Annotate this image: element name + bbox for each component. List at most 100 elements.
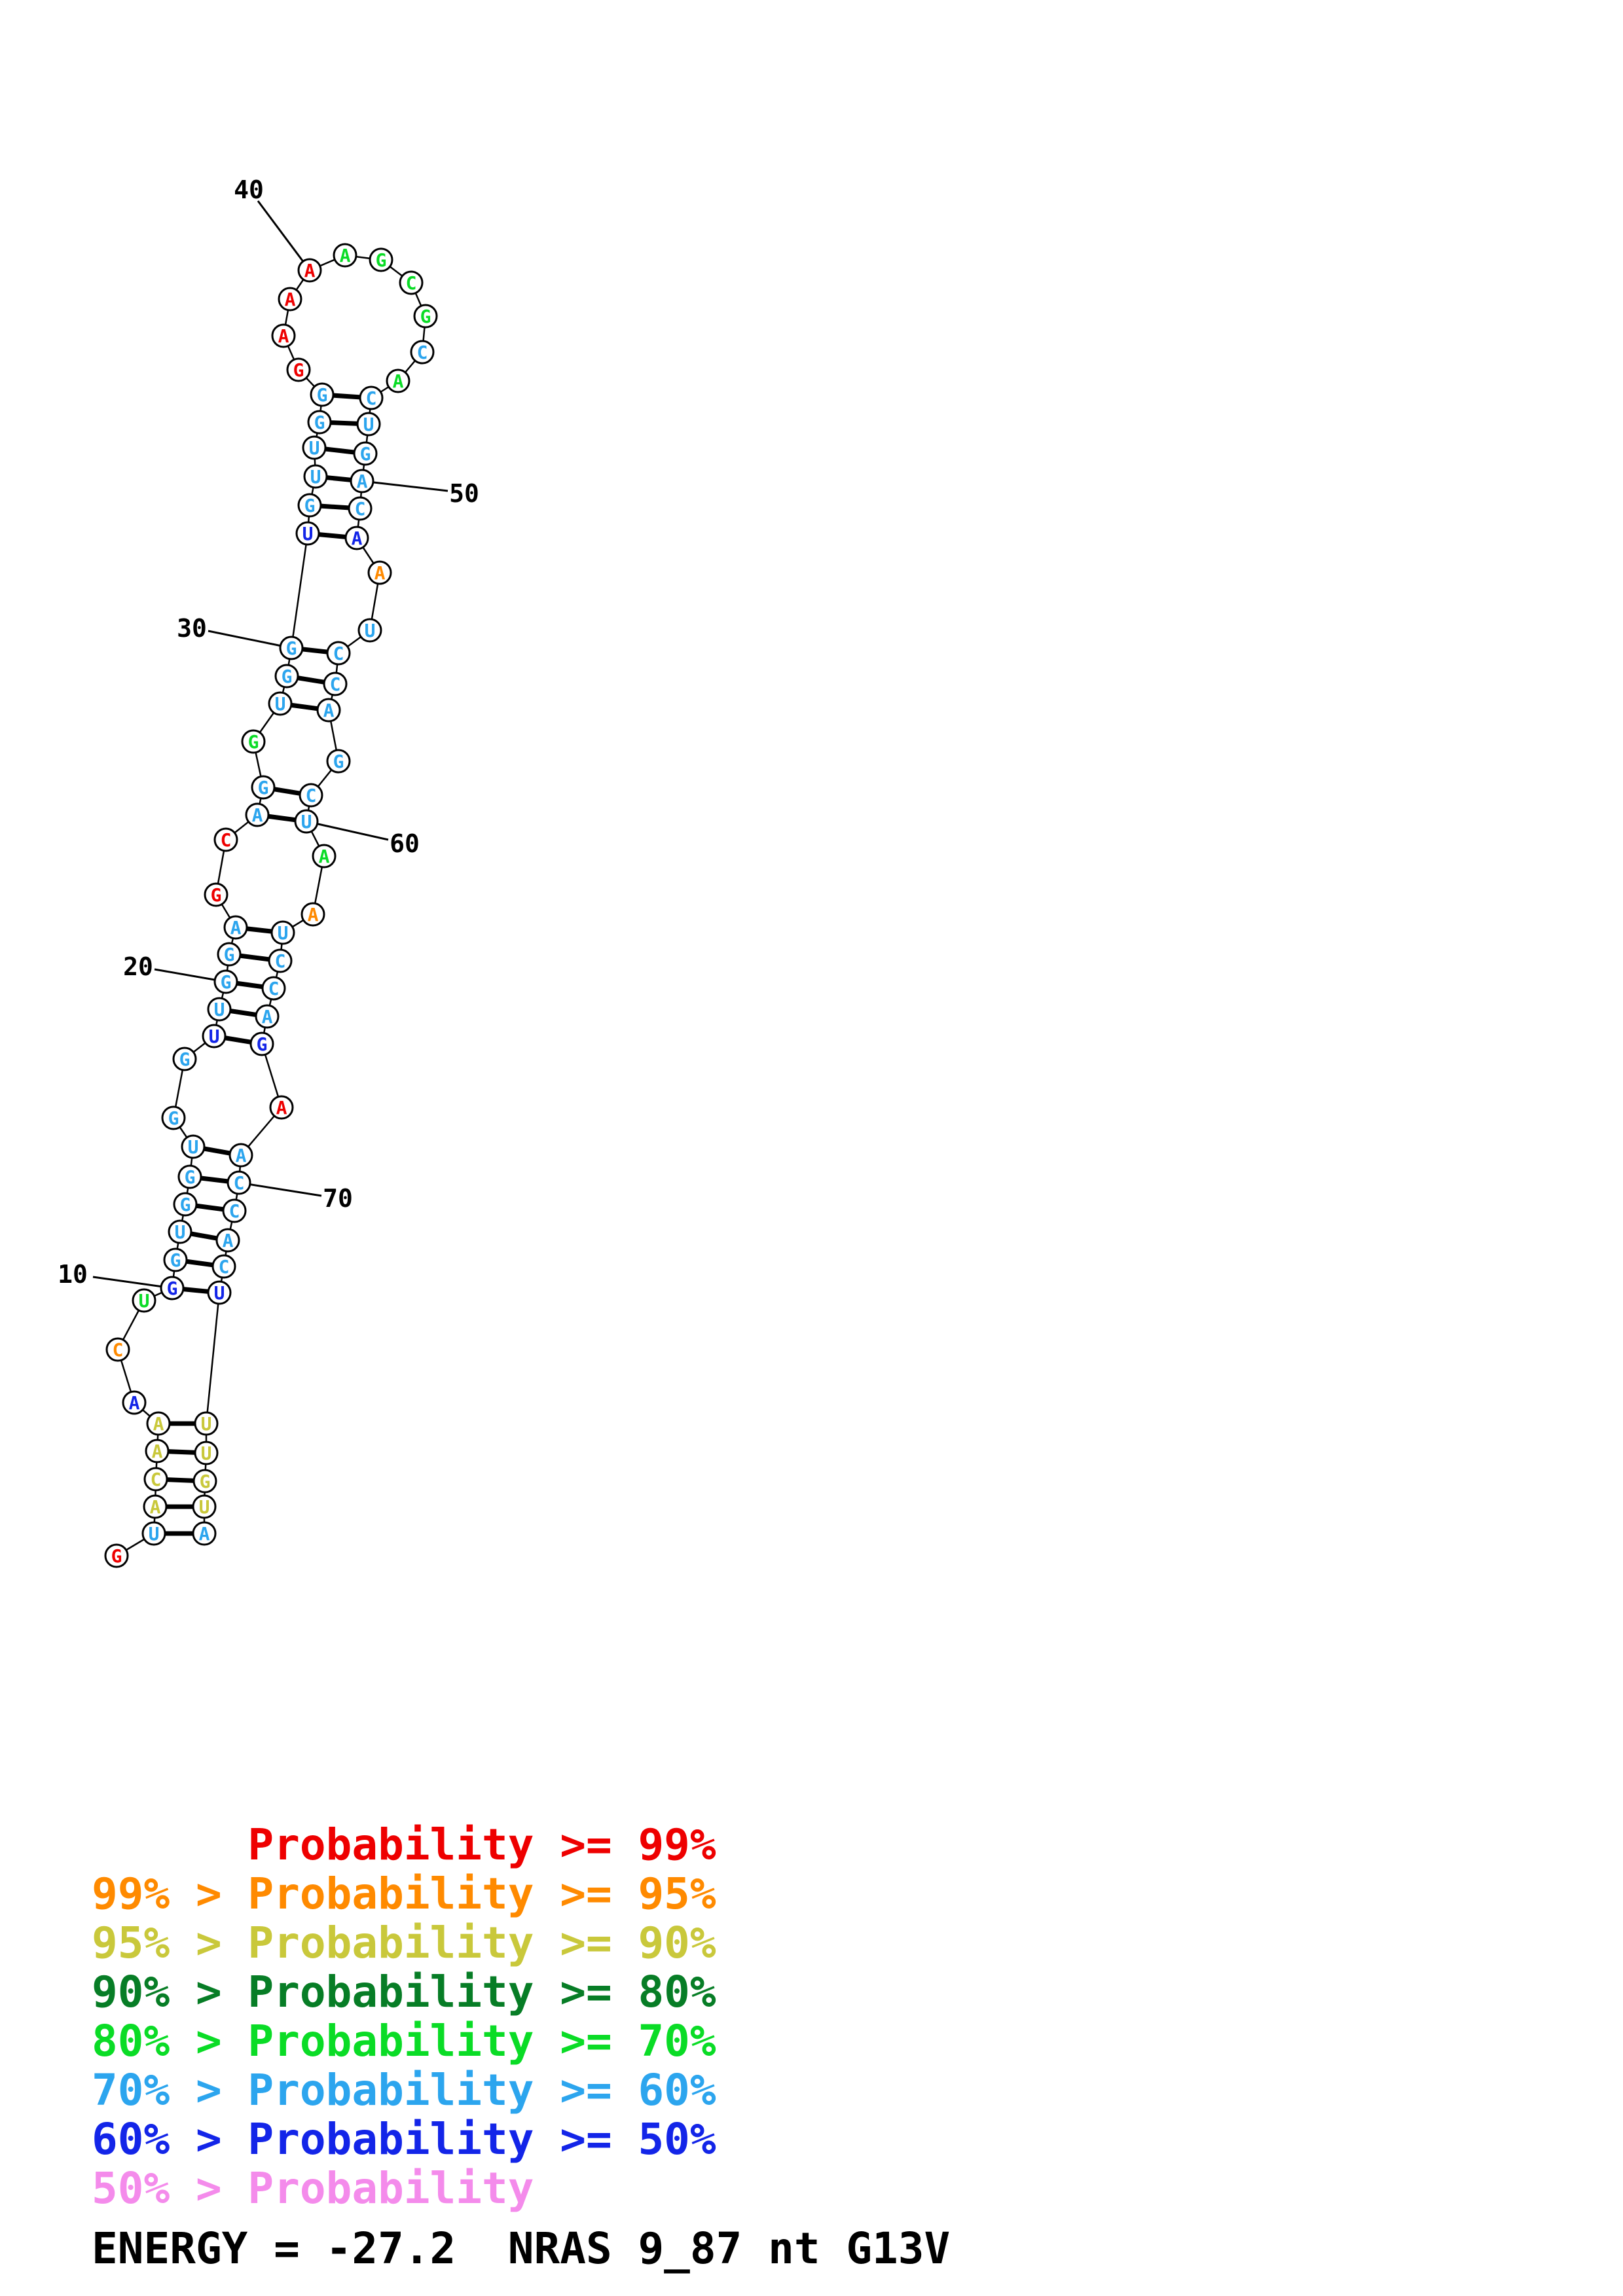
nucleotide-circle-30 xyxy=(279,636,304,660)
nucleotide-3-A: A xyxy=(150,1496,161,1518)
nucleotide-circle-75 xyxy=(194,1411,219,1436)
nucleotide-circle-36 xyxy=(310,382,335,407)
energy-title-label: ENERGY = -27.2 NRAS 9_87 nt G13V xyxy=(92,2223,951,2274)
position-label-line-70 xyxy=(238,1181,322,1197)
nucleotide-75-U: U xyxy=(201,1413,212,1435)
nucleotide-circle-33 xyxy=(303,464,328,489)
nucleotide-38-A: A xyxy=(278,325,289,347)
nucleotide-circle-5 xyxy=(145,1439,170,1463)
nucleotide-41-A: A xyxy=(340,245,351,266)
backbone-segment-30-31 xyxy=(290,533,309,649)
nucleotide-34-U: U xyxy=(309,437,320,459)
nucleotide-circle-6 xyxy=(146,1411,171,1436)
nucleotide-9-U: U xyxy=(139,1290,150,1312)
position-label-30: 30 xyxy=(177,614,207,643)
nucleotide-circle-17 xyxy=(172,1047,197,1071)
nucleotide-circle-11 xyxy=(163,1247,188,1272)
backbone-segment-74-75 xyxy=(205,1292,221,1424)
nucleotide-25-A: A xyxy=(252,804,263,826)
nucleotide-78-U: U xyxy=(199,1496,210,1518)
nucleotide-76-U: U xyxy=(201,1443,212,1464)
nucleotide-circle-58 xyxy=(326,749,351,774)
nucleotide-71-C: C xyxy=(229,1200,240,1222)
nucleotide-18-U: U xyxy=(209,1026,220,1047)
nucleotide-circle-50 xyxy=(350,469,374,493)
nucleotide-circle-3 xyxy=(143,1494,168,1519)
nucleotide-circle-24 xyxy=(213,827,238,852)
nucleotide-circle-70 xyxy=(227,1170,251,1195)
nucleotide-10-G: G xyxy=(167,1278,178,1299)
nucleotide-50-A: A xyxy=(357,471,368,492)
nucleotide-2-U: U xyxy=(149,1523,160,1545)
nucleotide-5-A: A xyxy=(152,1441,163,1462)
nucleotide-circle-10 xyxy=(160,1276,185,1300)
nucleotide-39-A: A xyxy=(285,289,296,310)
nucleotide-69-A: A xyxy=(236,1145,247,1166)
nucleotide-circle-20 xyxy=(213,969,238,994)
nucleotide-45-C: C xyxy=(417,342,428,363)
nucleotide-circle-55 xyxy=(326,641,351,666)
nucleotide-circle-23 xyxy=(204,882,228,907)
nucleotide-53-A: A xyxy=(374,562,386,584)
probability-legend: Probability >= 99% 99% > Probability >= 9… xyxy=(92,1820,716,2213)
nucleotide-circle-7 xyxy=(122,1390,147,1415)
nucleotide-circle-74 xyxy=(207,1280,232,1305)
nucleotide-67-G: G xyxy=(257,1033,268,1055)
nucleotide-30-G: G xyxy=(286,637,297,659)
nucleotide-66-A: A xyxy=(262,1006,273,1028)
nucleotide-1-G: G xyxy=(111,1545,122,1567)
nucleotide-72-A: A xyxy=(223,1230,234,1251)
nucleotide-15-U: U xyxy=(188,1136,199,1158)
legend-line-3: 95% > Probability >= 90% xyxy=(92,1918,716,1968)
nucleotide-circle-72 xyxy=(215,1228,240,1253)
nucleotide-8-C: C xyxy=(113,1339,124,1361)
nucleotide-circle-73 xyxy=(211,1254,236,1279)
position-label-40: 40 xyxy=(234,175,264,204)
nucleotide-circle-59 xyxy=(299,783,323,808)
nucleotide-46-A: A xyxy=(393,370,404,392)
nucleotide-6-A: A xyxy=(153,1413,164,1435)
nucleotide-circle-4 xyxy=(143,1467,168,1492)
nucleotide-circle-22 xyxy=(223,915,248,940)
nucleotide-52-A: A xyxy=(352,528,363,549)
nucleotide-19-U: U xyxy=(214,999,225,1020)
nucleotide-circle-14 xyxy=(177,1164,202,1189)
nucleotide-circle-31 xyxy=(295,521,320,546)
nucleotide-29-G: G xyxy=(282,666,293,687)
nucleotide-circle-49 xyxy=(353,441,378,466)
nucleotide-circle-65 xyxy=(261,976,286,1001)
position-label-10: 10 xyxy=(58,1260,88,1289)
nucleotide-circle-69 xyxy=(228,1143,253,1168)
nucleotide-24-C: C xyxy=(221,829,232,851)
nucleotide-60-U: U xyxy=(301,811,312,833)
position-label-50: 50 xyxy=(449,479,479,508)
nucleotide-circle-45 xyxy=(410,340,435,365)
position-label-line-50 xyxy=(361,480,448,492)
legend-line-2: 99% > Probability >= 95% xyxy=(92,1869,716,1919)
nucleotide-circle-21 xyxy=(217,942,242,967)
nucleotide-circle-52 xyxy=(344,526,369,550)
nucleotide-57-A: A xyxy=(323,700,335,721)
nucleotide-circle-41 xyxy=(333,243,357,268)
nucleotide-56-C: C xyxy=(330,673,341,695)
nucleotide-circle-57 xyxy=(316,698,341,723)
nucleotide-circle-76 xyxy=(194,1441,219,1465)
nucleotide-circle-47 xyxy=(359,386,384,410)
nucleotide-circle-60 xyxy=(294,809,319,834)
nucleotide-63-U: U xyxy=(278,922,289,944)
legend-line-1: Probability >= 99% xyxy=(92,1820,716,1870)
nucleotide-circle-46 xyxy=(386,368,410,393)
nucleotide-circle-27 xyxy=(241,729,266,754)
nucleotide-64-C: C xyxy=(275,950,286,972)
nucleotide-35-G: G xyxy=(314,412,325,433)
position-label-20: 20 xyxy=(123,952,153,981)
nucleotide-17-G: G xyxy=(179,1049,191,1070)
nucleotide-circle-1 xyxy=(104,1543,129,1568)
nucleotide-12-U: U xyxy=(175,1221,186,1243)
nucleotide-circle-71 xyxy=(222,1198,247,1223)
nucleotide-42-G: G xyxy=(376,249,387,271)
nucleotide-circle-8 xyxy=(105,1337,130,1362)
nucleotide-26-G: G xyxy=(258,777,269,798)
nucleotide-70-C: C xyxy=(234,1172,245,1194)
